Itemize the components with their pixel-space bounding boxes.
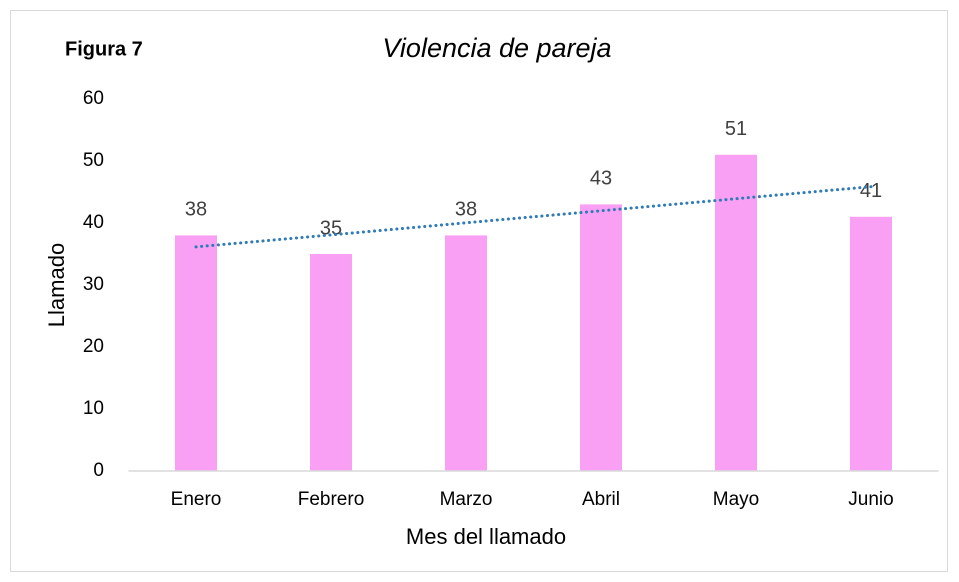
x-tick-label: Abril — [582, 489, 620, 510]
trendline — [194, 185, 873, 249]
figure-label: Figura 7 — [65, 38, 143, 60]
y-tick-label: 20 — [83, 336, 104, 357]
x-axis-title: Mes del llamado — [406, 524, 566, 549]
bar — [310, 254, 352, 471]
bar — [175, 235, 217, 471]
bar — [580, 204, 622, 471]
x-tick-label: Mayo — [713, 489, 759, 510]
y-tick-label: 0 — [93, 460, 104, 481]
value-label: 51 — [725, 118, 747, 140]
x-tick-label: Junio — [848, 489, 893, 510]
x-tick-label: Enero — [171, 489, 222, 510]
y-tick-label: 40 — [83, 212, 104, 233]
y-tick-label: 60 — [83, 88, 104, 109]
x-tick-label: Febrero — [298, 489, 365, 510]
y-axis-title: Llamado — [44, 243, 69, 327]
bar — [715, 154, 757, 472]
value-label: 38 — [455, 199, 477, 221]
y-tick-label: 10 — [83, 398, 104, 419]
value-label: 41 — [860, 180, 882, 202]
value-label: 43 — [590, 168, 612, 190]
bar — [850, 216, 892, 471]
y-tick-label: 50 — [83, 150, 104, 171]
bar — [445, 235, 487, 471]
chart-title: Violencia de pareja — [382, 33, 611, 63]
y-tick-label: 30 — [83, 274, 104, 295]
x-tick-label: Marzo — [440, 489, 493, 510]
value-label: 38 — [185, 199, 207, 221]
